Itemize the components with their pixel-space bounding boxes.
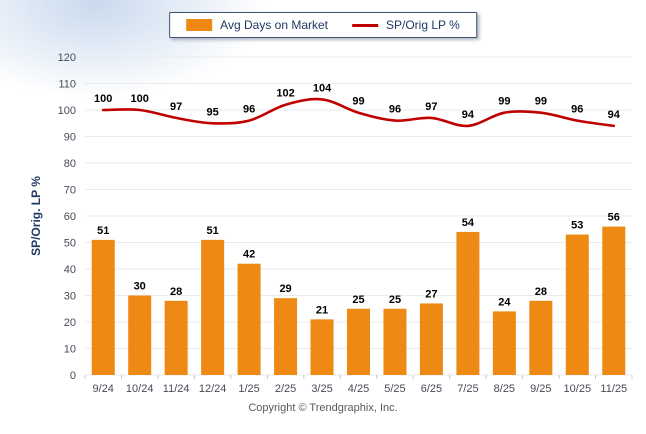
- line-value-label: 97: [425, 101, 437, 113]
- x-tick-label: 6/25: [421, 383, 442, 395]
- bar-value-label: 56: [608, 212, 620, 224]
- bar: [237, 263, 261, 375]
- line-value-label: 102: [276, 88, 294, 100]
- bar-value-label: 27: [425, 288, 437, 300]
- bar-value-label: 30: [134, 281, 146, 293]
- bar: [383, 308, 407, 375]
- bar: [91, 239, 115, 375]
- y-tick-label: 120: [58, 52, 76, 64]
- y-tick-label: 100: [58, 105, 76, 117]
- line-legend-label: SP/Orig LP %: [386, 18, 460, 32]
- line-value-label: 99: [498, 96, 510, 108]
- line-value-label: 94: [462, 109, 475, 121]
- bar-value-label: 54: [462, 217, 475, 229]
- bar: [602, 226, 626, 375]
- y-tick-label: 20: [64, 317, 76, 329]
- line-value-label: 99: [535, 96, 547, 108]
- bar: [274, 298, 298, 375]
- y-tick-label: 90: [64, 132, 76, 144]
- x-tick-label: 9/25: [530, 383, 551, 395]
- x-tick-label: 10/24: [126, 383, 154, 395]
- x-tick-label: 3/25: [311, 383, 332, 395]
- line-value-label: 100: [131, 93, 149, 105]
- bar: [492, 311, 516, 375]
- y-tick-label: 0: [70, 370, 76, 382]
- x-tick-label: 11/24: [163, 383, 190, 395]
- line-value-label: 96: [571, 104, 583, 116]
- bar-value-label: 29: [279, 283, 291, 295]
- line-value-label: 100: [94, 93, 112, 105]
- bar-value-label: 25: [352, 294, 364, 306]
- bar-legend-label: Avg Days on Market: [220, 18, 329, 32]
- bar-value-label: 51: [97, 225, 109, 237]
- line-legend-swatch: [352, 23, 379, 27]
- x-tick-label: 8/25: [494, 383, 515, 395]
- line-value-label: 95: [207, 106, 219, 118]
- bar: [565, 234, 589, 375]
- bar-legend-swatch: [186, 19, 213, 31]
- line-value-label: 99: [352, 96, 364, 108]
- y-axis-title: SP/Orig. LP %: [29, 176, 43, 256]
- bar: [347, 308, 370, 375]
- bar-value-label: 28: [170, 286, 182, 298]
- y-tick-label: 110: [58, 79, 76, 91]
- line-value-label: 96: [389, 104, 401, 116]
- x-tick-label: 1/25: [238, 383, 259, 395]
- bar: [201, 239, 225, 375]
- y-tick-label: 80: [64, 158, 76, 170]
- x-tick-label: 10/25: [564, 383, 592, 395]
- bar-value-label: 28: [535, 286, 547, 298]
- bar: [164, 300, 188, 375]
- bar: [419, 303, 443, 375]
- x-tick-label: 9/24: [93, 383, 114, 395]
- line-value-label: 94: [608, 109, 621, 121]
- x-tick-label: 5/25: [384, 383, 405, 395]
- bar: [529, 300, 553, 375]
- y-tick-label: 50: [64, 238, 76, 250]
- bar-value-label: 53: [571, 220, 583, 232]
- y-tick-label: 30: [64, 291, 76, 303]
- x-tick-label: 12/24: [199, 383, 227, 395]
- y-tick-label: 70: [64, 185, 76, 197]
- bar-value-label: 25: [389, 294, 401, 306]
- copyright-text: Copyright © Trendgraphix, Inc.: [248, 402, 398, 414]
- y-tick-label: 10: [64, 344, 76, 356]
- x-tick-label: 4/25: [348, 383, 369, 395]
- legend: Avg Days on Market SP/Orig LP %: [169, 12, 477, 38]
- bar-value-label: 51: [207, 225, 219, 237]
- bar-value-label: 24: [498, 296, 511, 308]
- sp-orig-lp-line: [101, 97, 616, 128]
- bar: [310, 319, 334, 375]
- bar-value-label: 42: [243, 249, 255, 261]
- bar: [456, 231, 480, 375]
- line-value-label: 104: [313, 82, 332, 94]
- bar: [128, 295, 152, 375]
- x-tick-label: 11/25: [600, 383, 627, 395]
- y-tick-label: 40: [64, 264, 76, 276]
- line-value-label: 97: [170, 101, 182, 113]
- x-tick-label: 7/25: [457, 383, 478, 395]
- line-value-label: 96: [243, 104, 255, 116]
- y-tick-label: 60: [64, 211, 76, 223]
- bar-value-label: 21: [316, 304, 328, 316]
- x-tick-label: 2/25: [275, 383, 296, 395]
